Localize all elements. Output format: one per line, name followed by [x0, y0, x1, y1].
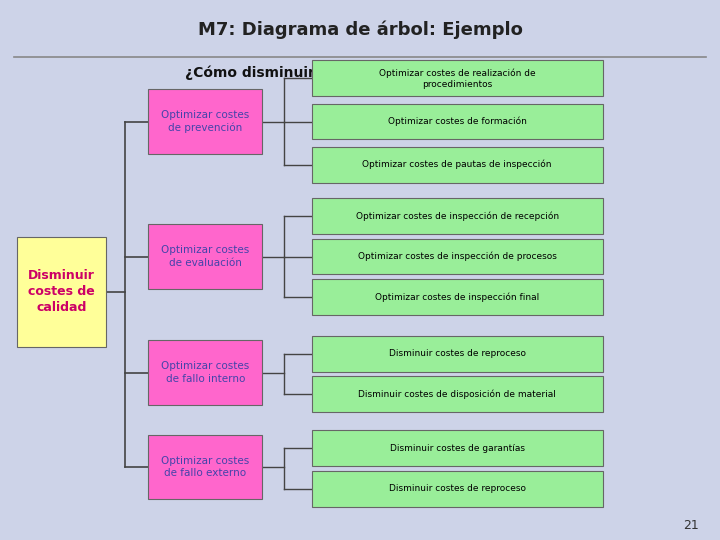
FancyBboxPatch shape [312, 279, 603, 315]
FancyBboxPatch shape [148, 225, 262, 288]
FancyBboxPatch shape [312, 198, 603, 234]
Text: Disminuir costes de disposición de material: Disminuir costes de disposición de mater… [359, 389, 556, 399]
Text: Disminuir
costes de
calidad: Disminuir costes de calidad [28, 269, 94, 314]
FancyBboxPatch shape [312, 60, 603, 96]
FancyBboxPatch shape [312, 239, 603, 274]
Text: Disminuir costes de reproceso: Disminuir costes de reproceso [389, 349, 526, 358]
Text: Disminuir costes de reproceso: Disminuir costes de reproceso [389, 484, 526, 493]
Text: Optimizar costes
de prevención: Optimizar costes de prevención [161, 110, 249, 133]
Text: 21: 21 [683, 519, 698, 532]
Text: Optimizar costes
de evaluación: Optimizar costes de evaluación [161, 245, 249, 268]
FancyBboxPatch shape [312, 430, 603, 466]
Text: Optimizar costes
de fallo interno: Optimizar costes de fallo interno [161, 361, 249, 384]
Text: Optimizar costes de inspección final: Optimizar costes de inspección final [375, 292, 539, 302]
Text: Optimizar costes de formación: Optimizar costes de formación [388, 117, 526, 126]
FancyBboxPatch shape [312, 336, 603, 372]
Text: Optimizar costes de inspección de procesos: Optimizar costes de inspección de proces… [358, 252, 557, 261]
Text: Optimizar costes
de fallo externo: Optimizar costes de fallo externo [161, 456, 249, 478]
Text: Optimizar costes de inspección de recepción: Optimizar costes de inspección de recepc… [356, 211, 559, 221]
FancyBboxPatch shape [148, 89, 262, 153]
Text: Optimizar costes de realización de
procedimientos: Optimizar costes de realización de proce… [379, 68, 536, 89]
FancyBboxPatch shape [312, 147, 603, 183]
FancyBboxPatch shape [312, 104, 603, 139]
Text: M7: Diagrama de árbol: Ejemplo: M7: Diagrama de árbol: Ejemplo [197, 21, 523, 39]
FancyBboxPatch shape [148, 341, 262, 405]
FancyBboxPatch shape [17, 237, 106, 347]
Text: Disminuir costes de garantías: Disminuir costes de garantías [390, 444, 525, 453]
Text: Optimizar costes de pautas de inspección: Optimizar costes de pautas de inspección [362, 160, 552, 170]
FancyBboxPatch shape [312, 376, 603, 412]
FancyBboxPatch shape [312, 471, 603, 507]
Text: ¿Cómo disminuir los costes de calidad?: ¿Cómo disminuir los costes de calidad? [185, 66, 492, 80]
FancyBboxPatch shape [148, 435, 262, 499]
